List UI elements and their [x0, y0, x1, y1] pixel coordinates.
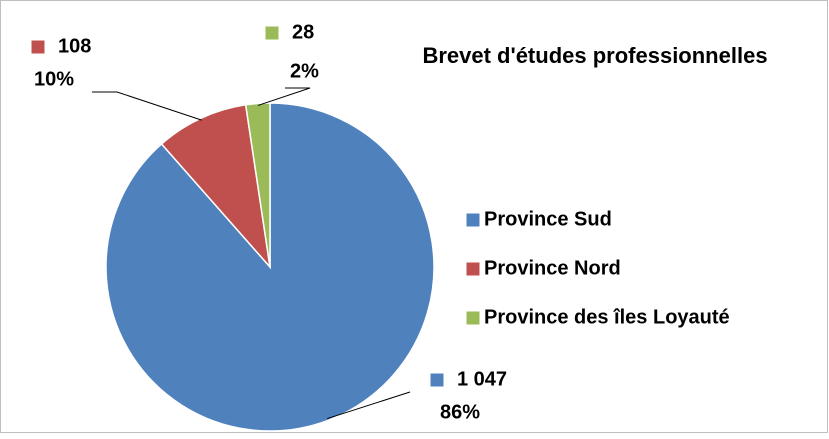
percent-label: 2% [290, 60, 319, 82]
chart-title: Brevet d'études professionnelles [422, 43, 767, 68]
legend-marker [465, 261, 481, 277]
percent-label: 10% [34, 68, 74, 90]
label-marker [30, 39, 46, 55]
legend-marker [465, 310, 481, 326]
pie-slice [160, 103, 272, 270]
value-label: 28 [292, 21, 314, 43]
value-label: 1 047 [457, 368, 507, 390]
legend-label: Province des îles Loyauté [484, 306, 730, 328]
pie-slice [105, 102, 435, 432]
value-label: 108 [58, 35, 91, 57]
pie-slice [244, 102, 271, 268]
legend-marker [465, 212, 481, 228]
label-marker [429, 372, 445, 388]
label-marker [264, 25, 280, 41]
percent-label: 86% [440, 401, 480, 423]
legend-label: Province Sud [484, 208, 612, 230]
leader-line [92, 91, 202, 121]
leader-line [257, 87, 311, 106]
legend-label: Province Nord [484, 257, 621, 279]
leader-line [327, 391, 411, 420]
